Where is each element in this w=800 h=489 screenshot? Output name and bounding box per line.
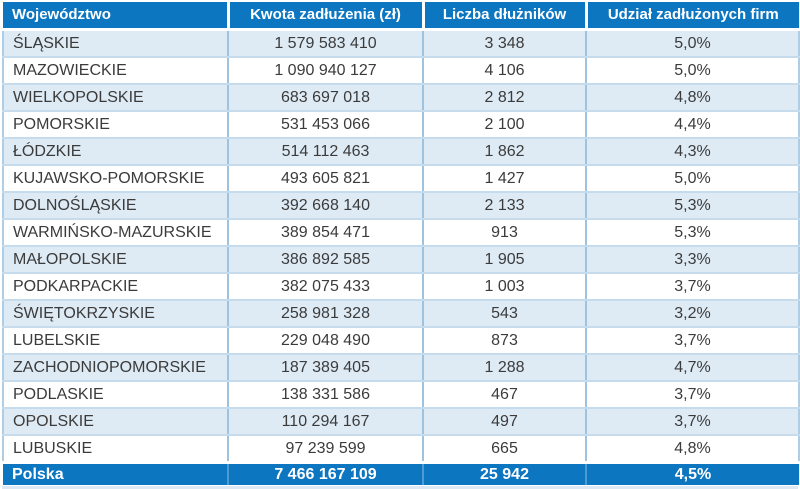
table-cell: 4,7% (586, 354, 800, 382)
table-cell: 3,7% (586, 408, 800, 436)
column-header-debtor-count: Liczba dłużników (423, 2, 588, 31)
table-cell: 2 812 (423, 84, 587, 112)
footer-total-debt: 7 466 167 109 (228, 461, 424, 485)
table-row: PODKARPACKIE 382 075 433 1 003 3,7% (2, 273, 800, 301)
table-shadow-strip (2, 486, 798, 489)
table-cell: 1 090 940 127 (228, 57, 424, 85)
voivodeship-name: KUJAWSKO-POMORSKIE (2, 165, 229, 193)
table-cell: 5,3% (586, 219, 800, 247)
voivodeship-name: OPOLSKIE (2, 408, 229, 436)
table-cell: 110 294 167 (228, 408, 424, 436)
voivodeship-name: ŚWIĘTOKRZYSKIE (2, 300, 229, 328)
table-cell: 1 427 (423, 165, 587, 193)
voivodeship-name: PODKARPACKIE (2, 273, 229, 301)
table-cell: 4,8% (586, 84, 800, 112)
table-cell: 2 100 (423, 111, 587, 139)
table-cell: 531 453 066 (228, 111, 424, 139)
table-cell: 467 (423, 381, 587, 409)
table-cell: 683 697 018 (228, 84, 424, 112)
table-cell: 1 862 (423, 138, 587, 166)
table-row: ZACHODNIOPOMORSKIE 187 389 405 1 288 4,7% (2, 354, 800, 382)
table-cell: 3 348 (423, 29, 587, 58)
voivodeship-name: DOLNOŚLĄSKIE (2, 192, 229, 220)
table-cell: 1 003 (423, 273, 587, 301)
table-row: POMORSKIE 531 453 066 2 100 4,4% (2, 111, 800, 139)
column-header-indebted-share: Udział zadłużonych firm (586, 2, 799, 31)
table-cell: 493 605 821 (228, 165, 424, 193)
voivodeship-name: PODLASKIE (2, 381, 229, 409)
voivodeship-name: LUBUSKIE (2, 435, 229, 464)
voivodeship-name: ŚLĄSKIE (2, 29, 229, 58)
table-cell: 497 (423, 408, 587, 436)
header-row: Województwo Kwota zadłużenia (zł) Liczba… (3, 2, 799, 31)
voivodeship-name: WARMIŃSKO-MAZURSKIE (2, 219, 229, 247)
table-cell: 97 239 599 (228, 435, 424, 464)
table-cell: 4,3% (586, 138, 800, 166)
table-cell: 258 981 328 (228, 300, 424, 328)
table-cell: 3,3% (586, 246, 800, 274)
table-row: WARMIŃSKO-MAZURSKIE 389 854 471 913 5,3% (2, 219, 800, 247)
footer-total-share: 4,5% (586, 461, 799, 485)
table-cell: 5,0% (586, 165, 800, 193)
table-cell: 4,8% (586, 435, 800, 464)
table-row: LUBUSKIE 97 239 599 665 4,8% (2, 435, 800, 464)
table-row: PODLASKIE 138 331 586 467 3,7% (2, 381, 800, 409)
table-cell: 1 905 (423, 246, 587, 274)
table-cell: 543 (423, 300, 587, 328)
table-row: KUJAWSKO-POMORSKIE 493 605 821 1 427 5,0% (2, 165, 800, 193)
table-cell: 389 854 471 (228, 219, 424, 247)
voivodeship-name: WIELKOPOLSKIE (2, 84, 229, 112)
table-row: ŚWIĘTOKRZYSKIE 258 981 328 543 3,2% (2, 300, 800, 328)
table-row: LUBELSKIE 229 048 490 873 3,7% (2, 327, 800, 355)
voivodeship-name: POMORSKIE (2, 111, 229, 139)
table-cell: 873 (423, 327, 587, 355)
table-cell: 5,0% (586, 57, 800, 85)
table-row: OPOLSKIE 110 294 167 497 3,7% (2, 408, 800, 436)
table-body: ŚLĄSKIE 1 579 583 410 3 348 5,0% MAZOWIECKIE… (2, 29, 800, 464)
table-header: Województwo Kwota zadłużenia (zł) Liczba… (3, 2, 799, 31)
table-cell: 5,3% (586, 192, 800, 220)
table-cell: 4 106 (423, 57, 587, 85)
table-footer: Polska 7 466 167 109 25 942 4,5% (3, 461, 799, 485)
table-row: DOLNOŚLĄSKIE 392 668 140 2 133 5,3% (2, 192, 800, 220)
column-header-debt-amount: Kwota zadłużenia (zł) (228, 2, 425, 31)
table-cell: 3,7% (586, 273, 800, 301)
voivodeship-name: LUBELSKIE (2, 327, 229, 355)
table-cell: 913 (423, 219, 587, 247)
table-cell: 665 (423, 435, 587, 464)
table-cell: 386 892 585 (228, 246, 424, 274)
table-row: WIELKOPOLSKIE 683 697 018 2 812 4,8% (2, 84, 800, 112)
footer-label-polska: Polska (3, 461, 229, 485)
table-row: MAZOWIECKIE 1 090 940 127 4 106 5,0% (2, 57, 800, 85)
voivodeship-name: MAŁOPOLSKIE (2, 246, 229, 274)
table-cell: 382 075 433 (228, 273, 424, 301)
table-row: MAŁOPOLSKIE 386 892 585 1 905 3,3% (2, 246, 800, 274)
table-row: ŁÓDZKIE 514 112 463 1 862 4,3% (2, 138, 800, 166)
table-cell: 514 112 463 (228, 138, 424, 166)
footer-total-debtors: 25 942 (423, 461, 587, 485)
table-cell: 3,7% (586, 327, 800, 355)
table-cell: 3,2% (586, 300, 800, 328)
table-cell: 138 331 586 (228, 381, 424, 409)
table-cell: 187 389 405 (228, 354, 424, 382)
table-cell: 4,4% (586, 111, 800, 139)
table-row: ŚLĄSKIE 1 579 583 410 3 348 5,0% (2, 29, 800, 58)
table-cell: 3,7% (586, 381, 800, 409)
table-cell: 2 133 (423, 192, 587, 220)
column-header-voivodeship: Województwo (3, 2, 230, 31)
table-cell: 229 048 490 (228, 327, 424, 355)
footer-row: Polska 7 466 167 109 25 942 4,5% (3, 461, 799, 485)
voivodeship-name: ZACHODNIOPOMORSKIE (2, 354, 229, 382)
table-cell: 5,0% (586, 29, 800, 58)
table-cell: 392 668 140 (228, 192, 424, 220)
voivodeship-name: ŁÓDZKIE (2, 138, 229, 166)
table-cell: 1 579 583 410 (228, 29, 424, 58)
voivodeship-name: MAZOWIECKIE (2, 57, 229, 85)
table-cell: 1 288 (423, 354, 587, 382)
